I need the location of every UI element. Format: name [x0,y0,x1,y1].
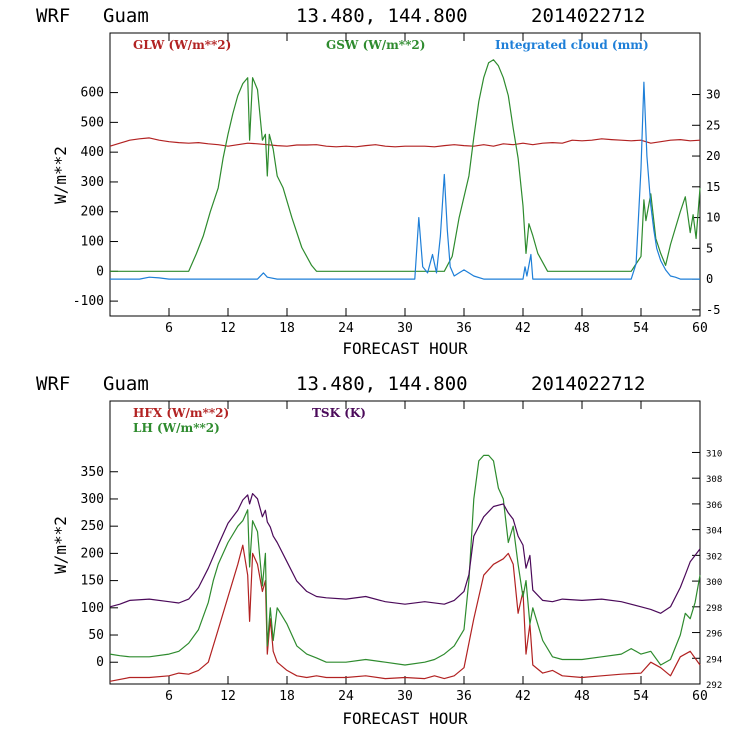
x-tick-label: 48 [574,689,590,704]
y-axis-left: 0 50 100 150 200 250 300 350 [81,465,118,670]
series-line-hfx [109,544,701,682]
header-location: Guam [103,373,149,395]
y2-tick-label: 15 [706,180,720,194]
x-tick-label: 36 [456,321,472,336]
y-tick-label: 0 [96,655,104,670]
y-tick-label: 200 [81,205,104,220]
x-axis: 6 12 18 24 30 36 42 48 54 60 [165,33,708,336]
y2-tick-label: 300 [706,578,722,588]
header-coords: 13.480, 144.800 [296,373,468,395]
y-tick-label: 0 [96,264,104,279]
y-tick-label: 100 [81,235,104,250]
x-tick-label: 24 [338,321,354,336]
panel-bottom: WRF Guam 13.480, 144.800 2014022712 HFX … [36,373,722,728]
y2-tick-label: -5 [706,303,720,317]
y-axis-label: W/m**2 [51,146,70,204]
y-tick-label: -100 [73,294,104,309]
x-tick-label: 12 [220,689,236,704]
x-tick-label: 54 [633,321,649,336]
header-model: WRF [36,373,70,395]
header-coords: 13.480, 144.800 [296,5,468,27]
x-tick-label: 36 [456,689,472,704]
x-tick-label: 6 [165,689,173,704]
series-line-glw [109,137,701,148]
legend-glw: GLW (W/m**2) [133,38,231,52]
y-tick-label: 300 [81,492,104,507]
y2-tick-label: 20 [706,149,720,163]
y-axis-right: -5 0 5 10 15 20 25 30 [692,88,720,317]
x-tick-label: 12 [220,321,236,336]
y2-tick-label: 25 [706,118,720,132]
panel-top: WRF Guam 13.480, 144.800 2014022712 GLW … [36,5,720,358]
y-tick-label: 350 [81,465,104,480]
x-tick-label: 48 [574,321,590,336]
header-run: 2014022712 [531,5,645,27]
header-run: 2014022712 [531,373,645,395]
y2-tick-label: 306 [706,501,722,511]
x-tick-label: 30 [397,321,413,336]
y-tick-label: 300 [81,175,104,190]
plot-frame [109,32,701,317]
series-group [109,454,701,682]
y2-tick-label: 0 [706,272,713,286]
y2-tick-label: 302 [706,552,722,562]
x-axis-label: FORECAST HOUR [342,339,468,358]
y-tick-label: 250 [81,519,104,534]
legend-cloud: Integrated cloud (mm) [495,38,649,52]
y-tick-label: 500 [81,115,104,130]
x-tick-label: 42 [515,689,531,704]
y-tick-label: 150 [81,574,104,589]
series-line-integrated [110,81,700,280]
y2-tick-label: 30 [706,88,720,102]
x-tick-label: 24 [338,689,354,704]
y2-tick-label: 294 [706,655,722,665]
series-line-tsk [109,493,701,614]
series-group [109,59,701,280]
y-axis-left: -100 0 100 200 300 400 500 600 [73,86,118,309]
x-tick-label: 60 [692,689,708,704]
x-tick-label: 30 [397,689,413,704]
legend-gsw: GSW (W/m**2) [326,38,425,52]
header-model: WRF [36,5,70,27]
y2-tick-label: 308 [706,475,722,485]
x-tick-label: 54 [633,689,649,704]
series-line-gsw [110,59,701,272]
legend-hfx: HFX (W/m**2) [133,406,229,420]
y-tick-label: 400 [81,145,104,160]
x-tick-label: 18 [279,689,295,704]
y-axis-label: W/m**2 [51,516,70,574]
y2-tick-label: 10 [706,211,720,225]
y-axis-right: 292 294 296 298 300 302 304 306 308 310 [692,449,722,691]
plot-frame [109,400,701,685]
y2-tick-label: 304 [706,527,722,537]
y2-tick-label: 298 [706,604,722,614]
x-tick-label: 42 [515,321,531,336]
y2-tick-label: 5 [706,241,713,255]
legend-tsk: TSK (K) [312,406,366,420]
y-tick-label: 600 [81,86,104,101]
series-line-lh [109,454,701,666]
y2-tick-label: 292 [706,681,722,691]
x-axis-label: FORECAST HOUR [342,709,468,728]
y2-tick-label: 296 [706,630,722,640]
x-tick-label: 18 [279,321,295,336]
y-tick-label: 50 [88,628,104,643]
y-tick-label: 100 [81,601,104,616]
header-location: Guam [103,5,149,27]
x-tick-label: 60 [692,321,708,336]
y2-tick-label: 310 [706,449,722,459]
legend-lh: LH (W/m**2) [133,421,220,435]
x-axis: 6 12 18 24 30 36 42 48 54 60 [165,401,708,704]
y-tick-label: 200 [81,546,104,561]
x-tick-label: 6 [165,321,173,336]
